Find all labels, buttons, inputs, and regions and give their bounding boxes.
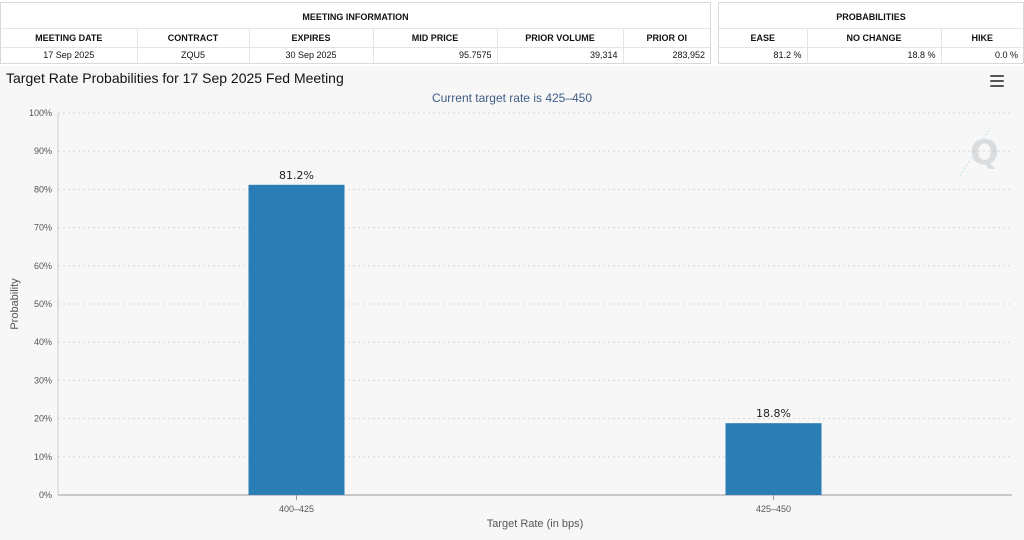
cell-meeting-date: 17 Sep 2025 xyxy=(1,47,138,63)
header-mid-price: MID PRICE xyxy=(373,29,498,48)
y-axis-title: Probability xyxy=(9,278,21,330)
y-tick-label: 50% xyxy=(34,299,52,309)
y-tick-label: 20% xyxy=(34,414,52,424)
data-label: 81.2% xyxy=(279,169,314,182)
svg-text:Q: Q xyxy=(970,133,999,173)
header-hike: HIKE xyxy=(941,29,1023,48)
header-contract: CONTRACT xyxy=(137,29,250,48)
cell-prior-oi: 283,952 xyxy=(672,50,705,61)
table-row: 81.2 % 18.8 % 0.0 % xyxy=(719,47,1023,63)
y-tick-label: 30% xyxy=(34,375,52,385)
y-tick-label: 40% xyxy=(34,337,52,347)
header-no-change: NO CHANGE xyxy=(807,29,942,48)
meeting-information-table: MEETING DATE CONTRACT EXPIRES MID PRICE … xyxy=(1,29,710,63)
meeting-information-title: MEETING INFORMATION xyxy=(1,3,710,29)
y-tick-label: 10% xyxy=(34,452,52,462)
cell-ease: 81.2 % xyxy=(719,47,808,63)
chart-title: Target Rate Probabilities for 17 Sep 202… xyxy=(6,70,344,86)
data-label: 18.8% xyxy=(756,407,791,420)
bar xyxy=(725,423,822,495)
y-tick-label: 60% xyxy=(34,261,52,271)
cell-prior-volume: 39,314 xyxy=(497,47,624,63)
y-tick-label: 80% xyxy=(34,184,52,194)
probabilities-table: EASE NO CHANGE HIKE 81.2 % 18.8 % 0.0 % xyxy=(719,29,1023,63)
y-tick-label: 90% xyxy=(34,146,52,156)
x-tick-label: 400–425 xyxy=(279,504,314,514)
probabilities-panel: PROBABILITIES EASE NO CHANGE HIKE 81.2 %… xyxy=(718,2,1024,64)
header-prior-volume: PRIOR VOLUME xyxy=(497,29,624,48)
cell-contract: ZQU5 xyxy=(137,47,250,63)
q-logo-icon: Q xyxy=(959,127,999,177)
chart-subtitle: Current target rate is 425–450 xyxy=(431,91,593,105)
header-meeting-date: MEETING DATE xyxy=(1,29,138,48)
cell-no-change: 18.8 % xyxy=(807,47,942,63)
y-tick-label: 70% xyxy=(34,223,52,233)
y-tick-label: 0% xyxy=(39,490,52,500)
table-header-row: EASE NO CHANGE HIKE xyxy=(719,29,1023,48)
chart-area: 0% 10% 20% 30% 40% 50% 60% 70% 80% 90% 100% 400–425… xyxy=(0,66,1024,540)
x-tick-label: 425–450 xyxy=(756,504,791,514)
header-expires: EXPIRES xyxy=(249,29,374,48)
bar xyxy=(248,184,345,495)
header-ease: EASE xyxy=(719,29,808,48)
y-tick-label: 100% xyxy=(29,108,52,118)
table-header-row: MEETING DATE CONTRACT EXPIRES MID PRICE … xyxy=(1,29,710,48)
x-axis-title: Target Rate (in bps) xyxy=(487,518,584,530)
cell-expires: 30 Sep 2025 xyxy=(249,47,374,63)
header-prior-oi: PRIOR OI xyxy=(623,29,710,48)
cell-hike: 0.0 % xyxy=(994,50,1018,61)
hamburger-menu-icon[interactable] xyxy=(990,75,1004,87)
table-row: 17 Sep 2025 ZQU5 30 Sep 2025 95.7575 39,… xyxy=(1,47,710,63)
bar-chart: 0% 10% 20% 30% 40% 50% 60% 70% 80% 90% 100% 400–425… xyxy=(9,108,1012,530)
cell-mid-price: 95.7575 xyxy=(373,47,498,63)
probabilities-title: PROBABILITIES xyxy=(719,3,1023,29)
meeting-information-panel: MEETING INFORMATION MEETING DATE CONTRAC… xyxy=(0,2,711,64)
